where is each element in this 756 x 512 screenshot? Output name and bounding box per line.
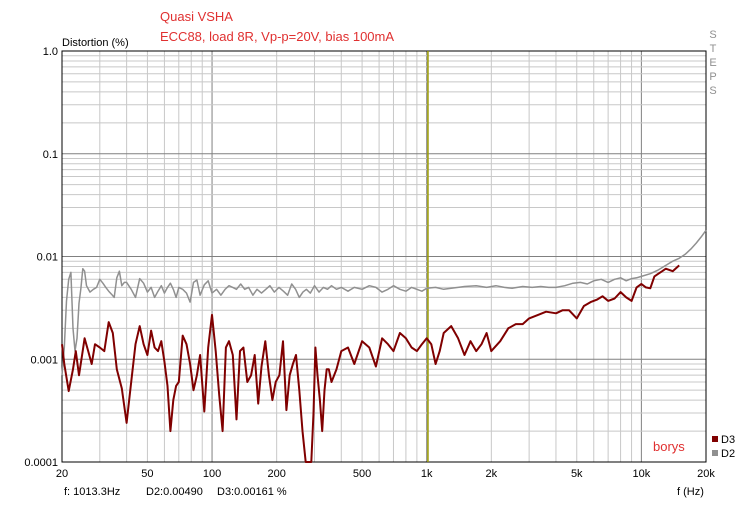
chart-title: Quasi VSHA (160, 9, 233, 24)
y-tick-label-3: 0.001 (30, 354, 58, 366)
y-tick-labels: 1.0 0.1 0.01 0.001 0.0001 (24, 46, 58, 469)
x-tick-label-8: 10k (633, 468, 651, 480)
x-tick-label-0: 20 (56, 468, 68, 480)
y-tick-label-1: 0.1 (43, 149, 58, 161)
series-line-d3 (61, 264, 680, 463)
x-tick-label-1: 50 (141, 468, 153, 480)
status-frequency: f: 1013.3Hz (64, 486, 120, 498)
legend-swatch-d3 (712, 436, 718, 442)
x-tick-label-4: 500 (353, 468, 371, 480)
legend-label-d3: D3 (721, 434, 735, 446)
chart-subtitle: ECC88, load 8R, Vp-p=20V, bias 100mA (160, 29, 394, 44)
plot-frame (61, 50, 707, 463)
x-tick-label-6: 2k (486, 468, 498, 480)
series-group (61, 229, 707, 463)
legend-label-d2: D2 (721, 448, 735, 460)
x-tick-label-2: 100 (203, 468, 221, 480)
y-tick-label-4: 0.0001 (24, 457, 58, 469)
x-tick-label-9: 20k (697, 468, 715, 480)
y-axis-label: Distortion (%) (62, 37, 129, 49)
status-d3: D3:0.00161 % (217, 486, 287, 498)
x-tick-label-5: 1k (421, 468, 433, 480)
x-axis-label: f (Hz) (677, 486, 704, 498)
watermark-label: borys (653, 439, 685, 454)
x-tick-label-3: 200 (267, 468, 285, 480)
x-tick-label-7: 5k (571, 468, 583, 480)
steps-side-label[interactable]: STEPS (707, 29, 719, 99)
legend: D3 D2 (712, 434, 735, 460)
legend-swatch-d2 (712, 450, 718, 456)
x-tick-labels: 20 50 100 200 500 1k 2k 5k 10k 20k (56, 468, 715, 480)
y-tick-label-0: 1.0 (43, 46, 58, 58)
steps-label[interactable]: STEPS (707, 29, 719, 99)
grid (62, 51, 706, 462)
series-line-d2 (61, 229, 707, 376)
status-d2: D2:0.00490 (146, 486, 203, 498)
y-tick-label-2: 0.01 (37, 252, 58, 264)
